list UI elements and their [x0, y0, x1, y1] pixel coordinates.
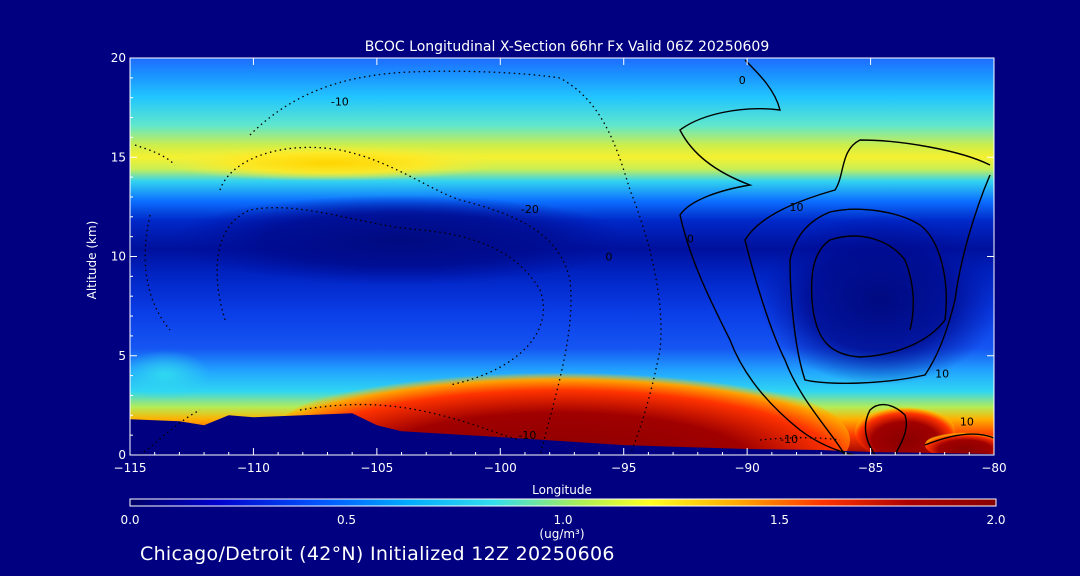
- contour-label: -10: [518, 429, 536, 442]
- x-tick-label: −95: [611, 461, 636, 475]
- contour-label: -10: [780, 433, 798, 446]
- contour-positive: [810, 235, 946, 358]
- contour-label: -10: [331, 96, 349, 109]
- contour-positive: [924, 433, 994, 446]
- colorbar-tick-label: 0.0: [120, 513, 139, 527]
- contour-positive: [789, 174, 991, 384]
- y-tick-label: 5: [118, 349, 126, 363]
- contour-negative: [216, 207, 545, 386]
- colorbar-ticks: 0.0 0.5 1.0 1.5 2.0: [120, 513, 1005, 527]
- colorbar-unit-label: (ug/m³): [539, 527, 584, 541]
- y-axis-label: Altitude (km): [85, 221, 99, 300]
- contour-label: 10: [935, 368, 949, 381]
- x-axis: −115 −110 −105 −100 −95 −90 −85 −80: [114, 58, 1007, 475]
- x-tick-label: −90: [734, 461, 759, 475]
- caption-initialization: Chicago/Detroit (42°N) Initialized 12Z 2…: [140, 543, 615, 565]
- contour-positive: [744, 139, 991, 455]
- mid-level-minimum-west: [170, 195, 630, 285]
- low-level-cyan-west: [130, 350, 210, 400]
- x-tick-label: −110: [237, 461, 270, 475]
- y-axis: 0 5 10 15 20: [111, 51, 994, 462]
- y-tick-label: 10: [111, 250, 126, 264]
- contour-label: 0: [739, 74, 746, 87]
- x-tick-label: −85: [858, 461, 883, 475]
- x-tick-label: −80: [981, 461, 1006, 475]
- contour-lines: [134, 59, 994, 455]
- colorbar-tick-label: 2.0: [986, 513, 1005, 527]
- plot-area: -10 -20 0 0 0 10 10 10 -10 -10: [130, 58, 994, 455]
- contour-label: -20: [521, 203, 539, 216]
- colorbar-tick-label: 0.5: [337, 513, 356, 527]
- contour-negative: [139, 403, 521, 455]
- y-tick-label: 20: [111, 51, 126, 65]
- contour-labels: -10 -20 0 0 0 10 10 10 -10 -10: [331, 74, 974, 446]
- colorbar: 0.0 0.5 1.0 1.5 2.0 (ug/m³): [120, 498, 1006, 541]
- y-tick-label: 15: [111, 150, 126, 164]
- chart-title: BCOC Longitudinal X-Section 66hr Fx Vali…: [365, 39, 769, 55]
- x-axis-label: Longitude: [532, 483, 592, 497]
- colorbar-tick-label: 1.5: [770, 513, 789, 527]
- contour-negative: [219, 146, 572, 455]
- y-tick-label: 0: [118, 448, 126, 462]
- contour-label: 10: [960, 415, 974, 428]
- contour-zero: [679, 59, 856, 455]
- colorbar-bar: [129, 498, 997, 507]
- contour-negative: [249, 70, 662, 455]
- contour-label: 10: [790, 201, 804, 214]
- upper-layer-maximum: [160, 145, 500, 181]
- x-tick-label: −100: [484, 461, 517, 475]
- contour-label: 0: [605, 251, 612, 264]
- boundary-layer-maximum-far-east: [925, 431, 994, 455]
- x-tick-label: −105: [360, 461, 393, 475]
- contour-positive: [864, 403, 907, 455]
- terrain-mask: [130, 413, 994, 455]
- mid-level-minimum-east: [760, 215, 994, 385]
- contour-label: 0: [687, 233, 694, 246]
- contour-negative: [759, 437, 841, 441]
- colorbar-tick-label: 1.0: [553, 513, 572, 527]
- x-tick-label: −115: [114, 461, 147, 475]
